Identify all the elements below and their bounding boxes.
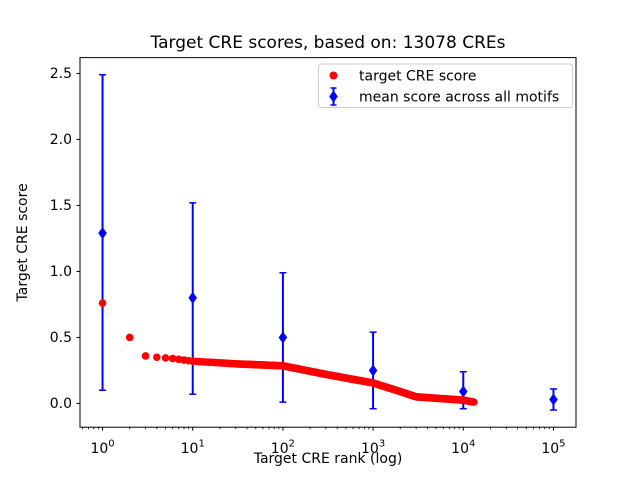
legend-blue-diamond-errorbar-icon <box>329 87 338 106</box>
mean-score-diamond <box>188 291 198 304</box>
x-axis-label: Target CRE rank (log) <box>253 451 403 467</box>
mean-score-diamond <box>458 385 468 398</box>
y-axis-label: Target CRE score <box>15 183 31 302</box>
y-tick-label: 2.5 <box>50 66 72 82</box>
series-target-cre-score-points <box>98 299 478 406</box>
y-tick-label: 1.0 <box>50 264 72 280</box>
mean-score-diamond <box>278 331 288 344</box>
y-tick-label: 1.5 <box>50 198 72 214</box>
mean-score-diamond <box>98 227 107 240</box>
y-tick-label: 0.5 <box>50 330 72 346</box>
y-tick-label: 2.0 <box>50 132 72 148</box>
plot-frame <box>79 57 577 428</box>
mean-score-diamond <box>549 393 558 406</box>
x-tick-label: 103 <box>361 439 385 458</box>
legend: target CRE score mean score across all m… <box>318 63 573 108</box>
chart-title: Target CRE scores, based on: 13078 CREs <box>150 33 506 53</box>
x-tick-label: 100 <box>90 439 114 458</box>
red-point <box>469 398 478 406</box>
x-tick-label: 104 <box>451 439 475 458</box>
x-tick-label: 102 <box>271 439 295 458</box>
x-tick-label: 101 <box>181 439 205 458</box>
y-tick-label: 0.0 <box>50 396 72 412</box>
red-point <box>153 353 161 362</box>
red-point <box>168 354 177 363</box>
legend-red-circle-icon <box>329 71 338 80</box>
legend-box <box>318 63 573 108</box>
y-axis-ticks: 0.0 0.5 1.0 1.5 2.0 2.5 <box>50 66 80 412</box>
red-point <box>98 299 107 307</box>
x-axis-ticks: 100 101 102 103 104 105 <box>82 427 566 458</box>
legend-label-mean-score: mean score across all motifs <box>359 90 559 106</box>
red-point <box>141 352 150 360</box>
red-point <box>125 333 134 342</box>
x-tick-label: 105 <box>541 439 565 458</box>
legend-label-target-score: target CRE score <box>359 69 476 85</box>
series-mean-score-errorbars <box>98 74 558 411</box>
red-point <box>161 354 170 362</box>
mean-score-diamond <box>368 364 378 377</box>
